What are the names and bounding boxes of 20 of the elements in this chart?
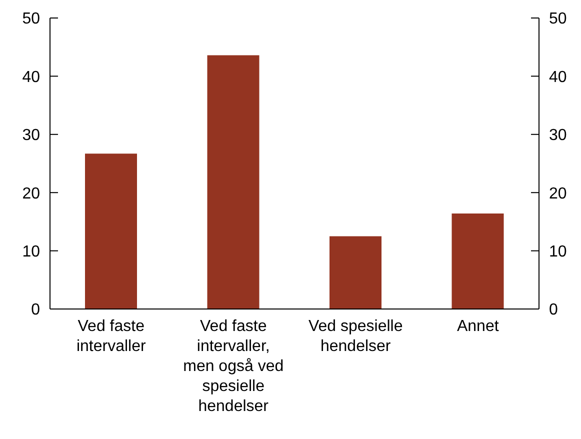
x-tick-label: Ved spesielle hendelser <box>308 318 403 355</box>
y-tick-label: 40 <box>22 68 40 86</box>
bar <box>452 214 504 309</box>
bar <box>207 55 260 309</box>
bar <box>85 154 137 309</box>
y2-tick-label: 10 <box>549 243 567 260</box>
y2-tick-label: 30 <box>549 127 567 144</box>
x-tick-label: Ved faste intervaller <box>76 318 146 355</box>
y2-tick-label: 40 <box>549 68 567 86</box>
bar <box>330 236 382 309</box>
y-tick-label: 0 <box>31 302 40 319</box>
y-tick-label: 20 <box>22 185 40 202</box>
y2-tick-label: 50 <box>549 10 567 28</box>
y-tick-label: 30 <box>22 127 40 144</box>
x-tick-label: Annet <box>456 318 500 335</box>
y2-tick-label: 0 <box>549 302 558 319</box>
y2-tick-label: 20 <box>549 185 567 202</box>
y-tick-label: 10 <box>22 243 40 260</box>
y-tick-label: 50 <box>22 10 40 28</box>
x-tick-label: Ved faste intervaller, men også ved spesielle hendelser <box>183 318 284 415</box>
